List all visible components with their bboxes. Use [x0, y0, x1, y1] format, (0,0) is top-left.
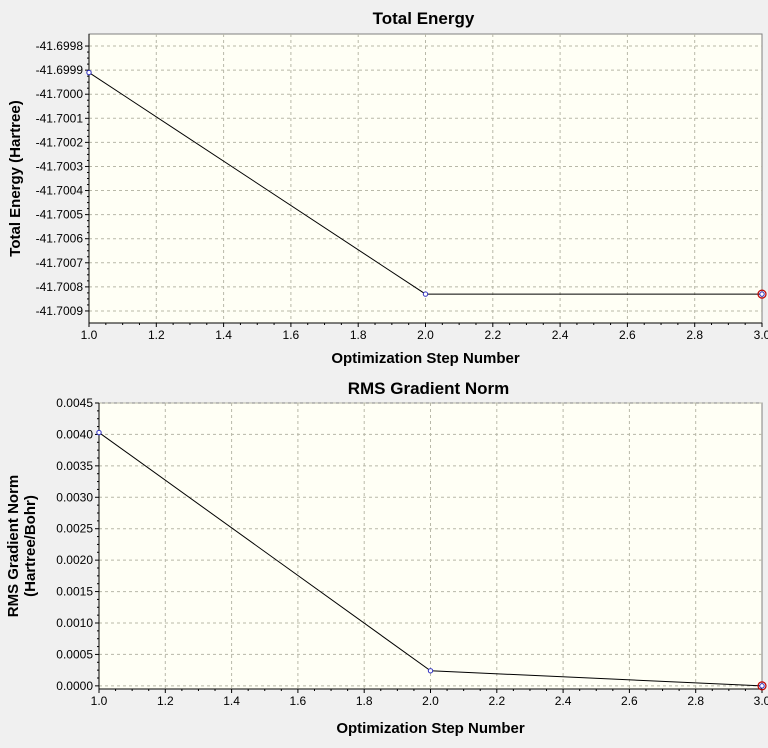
- x-tick-label: 2.4: [555, 694, 572, 708]
- y-tick-label: -41.7006: [36, 232, 84, 246]
- x-tick-label: 2.4: [552, 328, 569, 342]
- y-tick-label: -41.7009: [36, 304, 84, 318]
- chart-title: RMS Gradient Norm: [348, 379, 510, 398]
- x-tick-label: 3.0: [754, 328, 768, 342]
- chart-2: 1.0 1.2 1.4 1.6 1.8 2.0 2.2 2.4 2.6 2.8 3.0 0.0045 0…: [5, 379, 768, 737]
- y-tick-label: -41.7000: [36, 87, 84, 101]
- x-tick-label: 1.8: [356, 694, 373, 708]
- x-tick-label: 2.6: [619, 328, 636, 342]
- data-point[interactable]: [759, 683, 765, 689]
- data-point[interactable]: [96, 429, 102, 436]
- y-tick-label: 0.0035: [56, 459, 93, 473]
- x-tick-label: 1.0: [91, 694, 108, 708]
- y-axis-title: Total Energy (Hartree): [7, 100, 24, 256]
- data-point[interactable]: [759, 291, 765, 297]
- y-axis-title: RMS Gradient Norm(Hartree/Bohr): [5, 475, 39, 618]
- current-point-highlight: [757, 289, 767, 299]
- x-tick-label: 2.8: [687, 694, 704, 708]
- y-tick-label: 0.0040: [56, 427, 93, 441]
- y-tick-label: 0.0010: [56, 616, 93, 630]
- x-tick-label: 2.2: [484, 328, 501, 342]
- x-tick-label: 3.0: [754, 694, 768, 708]
- x-tick-label: 1.4: [223, 694, 240, 708]
- plot-area: [98, 402, 763, 690]
- y-tick-label: -41.7001: [36, 111, 84, 125]
- x-tick-label: 1.8: [350, 328, 367, 342]
- y-tick-label: 0.0005: [56, 647, 93, 661]
- y-tick-label: -41.7007: [36, 256, 84, 270]
- x-tick-label: 2.0: [422, 694, 439, 708]
- x-axis-title: Optimization Step Number: [331, 350, 520, 367]
- x-tick-label: 1.2: [148, 328, 165, 342]
- y-tick-label: 0.0030: [56, 490, 93, 504]
- x-tick-label: 1.0: [81, 328, 98, 342]
- x-tick-label: 1.6: [283, 328, 300, 342]
- y-axis-title-line: (Hartree/Bohr): [22, 495, 39, 597]
- current-point-highlight: [757, 681, 767, 691]
- data-point[interactable]: [86, 69, 92, 76]
- data-point[interactable]: [422, 291, 429, 297]
- y-tick-label: -41.7008: [36, 280, 84, 294]
- x-axis-title: Optimization Step Number: [336, 720, 525, 737]
- y-tick-label: -41.7003: [36, 159, 84, 173]
- data-point[interactable]: [427, 668, 434, 674]
- x-tick-label: 2.0: [417, 328, 434, 342]
- y-axis-title-line: RMS Gradient Norm: [5, 475, 22, 618]
- x-tick-label: 2.8: [686, 328, 703, 342]
- x-tick-label: 1.6: [290, 694, 307, 708]
- chart-1: 1.0 1.2 1.4 1.6 1.8 2.0 2.2 2.4 2.6 2.8 3.0 -41.699…: [7, 9, 768, 367]
- y-tick-label: -41.6999: [36, 63, 84, 77]
- y-tick-label: 0.0015: [56, 585, 93, 599]
- x-tick-label: 2.2: [488, 694, 505, 708]
- x-tick-label: 1.2: [157, 694, 174, 708]
- y-tick-label: -41.7005: [36, 208, 84, 222]
- y-tick-label: 0.0025: [56, 522, 93, 536]
- x-tick-label: 1.4: [215, 328, 232, 342]
- chart-title: Total Energy: [373, 9, 475, 28]
- y-tick-label: 0.0045: [56, 396, 93, 410]
- y-tick-label: 0.0000: [56, 679, 93, 693]
- y-tick-label: -41.6998: [36, 39, 84, 53]
- x-tick-label: 2.6: [621, 694, 638, 708]
- y-tick-label: -41.7004: [36, 184, 84, 198]
- y-tick-label: -41.7002: [36, 135, 84, 149]
- y-tick-label: 0.0020: [56, 553, 93, 567]
